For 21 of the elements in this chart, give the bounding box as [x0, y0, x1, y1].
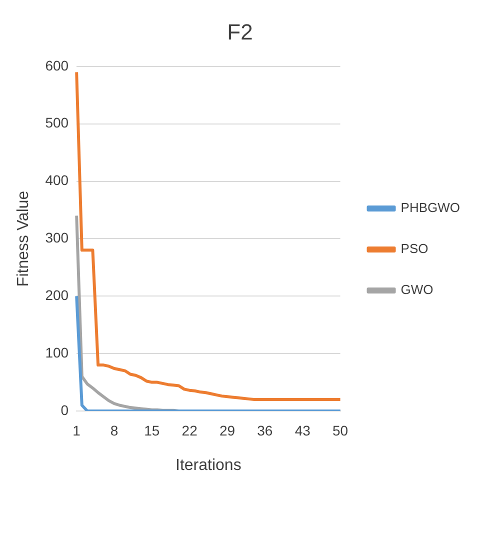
legend-label: PSO [400, 241, 428, 256]
x-axis-title: Iterations [176, 456, 242, 474]
x-tick-label: 36 [257, 422, 273, 438]
y-tick-label: 100 [45, 344, 69, 360]
y-tick-label: 200 [45, 286, 69, 303]
x-tick-label: 29 [219, 422, 236, 438]
y-axis-title: Fitness Value [15, 190, 32, 287]
x-tick-label: 22 [182, 422, 198, 438]
x-tick-label: 1 [72, 422, 81, 438]
x-tick-label: 15 [144, 422, 160, 438]
chart-title: F2 [227, 19, 253, 44]
y-tick-label: 0 [60, 402, 69, 418]
y-tick-label: 400 [45, 172, 69, 188]
x-tick-label: 50 [332, 422, 348, 438]
y-tick-label: 500 [45, 114, 69, 131]
y-tick-label: 300 [45, 230, 69, 246]
y-tick-label: 600 [45, 57, 69, 74]
x-tick-label: 8 [110, 422, 118, 438]
x-tick-label: 43 [294, 422, 311, 438]
legend-label: GWO [400, 282, 434, 298]
legend-label: PHBGWO [400, 200, 460, 216]
